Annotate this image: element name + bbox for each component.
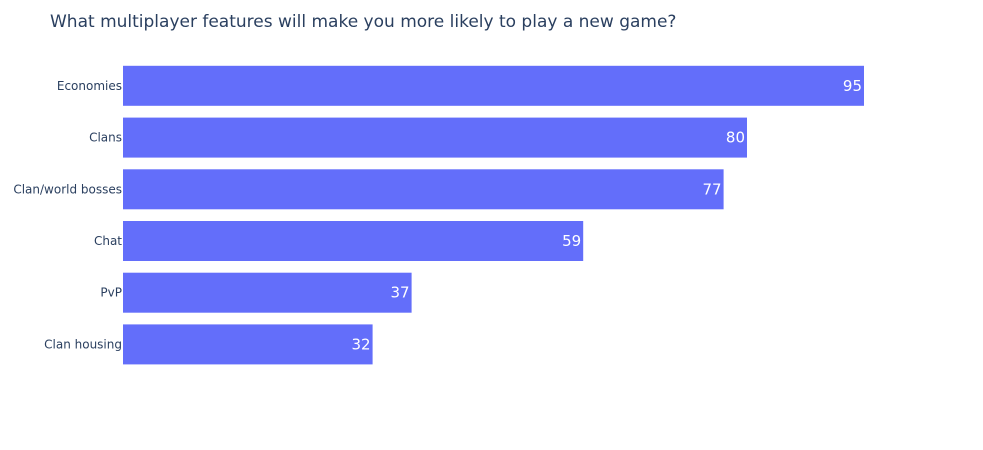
bar-clans — [123, 117, 747, 158]
bar-chat — [123, 221, 584, 261]
value-label-economies: 95 — [843, 77, 862, 95]
bars-layer — [123, 65, 864, 365]
value-labels-layer: 95 80 77 59 37 32 — [352, 77, 862, 354]
category-label-clans: Clans — [89, 131, 122, 145]
category-label-chat: Chat — [94, 234, 122, 248]
bar-economies — [123, 65, 864, 106]
category-label-clan-world-bosses: Clan/world bosses — [13, 182, 122, 196]
bar-clan-housing — [123, 324, 373, 365]
category-label-pvp: PvP — [100, 286, 122, 300]
bar-pvp — [123, 272, 412, 313]
value-label-pvp: 37 — [391, 284, 410, 302]
bar-clan-world-bosses — [123, 169, 724, 210]
category-label-economies: Economies — [57, 79, 122, 93]
value-label-clan-housing: 32 — [352, 335, 371, 353]
chart-title: What multiplayer features will make you … — [50, 12, 677, 32]
value-label-chat: 59 — [562, 232, 581, 250]
value-label-clans: 80 — [726, 129, 745, 147]
category-labels-layer: Economies Clans Clan/world bosses Chat PvP Cl… — [13, 79, 122, 352]
category-label-clan-housing: Clan housing — [44, 337, 122, 351]
value-label-clan-world-bosses: 77 — [703, 180, 722, 198]
